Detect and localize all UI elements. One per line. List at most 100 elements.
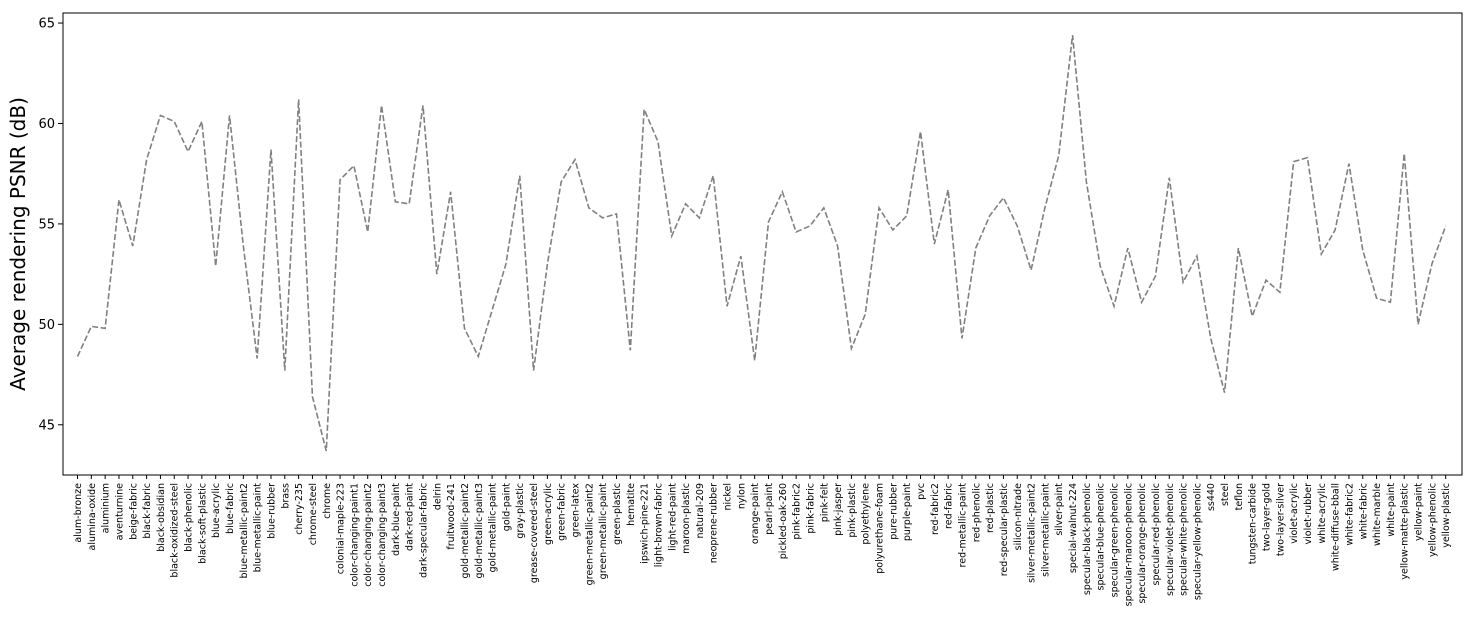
x-tick-label: special-walnut-224: [1068, 483, 1079, 573]
x-tick-label: silicon-nitrade: [1013, 483, 1024, 550]
x-tick-label: hematite: [626, 483, 637, 526]
x-tick-label: alumina-oxide: [87, 483, 98, 551]
x-tick-label: specular-violet-phenolic: [1165, 483, 1176, 596]
y-tick-label: 60: [38, 117, 55, 132]
y-tick-label: 50: [38, 318, 55, 333]
x-tick-label: blue-metallic-paint2: [239, 483, 250, 578]
x-tick-label: specular-blue-phenolic: [1096, 483, 1107, 590]
y-tick-label: 45: [38, 418, 55, 433]
x-axis: alum-bronze alumina-oxide aluminium aventur…: [73, 475, 1452, 606]
x-tick-label: color-changing-paint2: [363, 483, 374, 587]
x-tick-label: delrin: [432, 483, 443, 510]
x-tick-label: white-diffuse-bball: [1331, 483, 1342, 571]
x-tick-label: white-fabric: [1358, 483, 1369, 539]
x-tick-label: specular-maroon-phenolic: [1123, 483, 1134, 606]
x-tick-label: silver-paint: [1054, 483, 1065, 536]
x-tick-label: black-soft-plastic: [197, 483, 208, 564]
x-tick-label: nickel: [723, 483, 734, 511]
x-tick-label: teflon: [1234, 483, 1245, 510]
x-tick-label: green-latex: [571, 483, 582, 538]
x-tick-label: gold-metallic-paint: [488, 483, 499, 573]
x-tick-label: green-plastic: [612, 483, 623, 545]
x-tick-label: specular-black-phenolic: [1082, 483, 1093, 595]
x-tick-label: dark-blue-paint: [391, 483, 402, 556]
x-tick-label: ipswich-pine-221: [640, 483, 651, 564]
x-tick-label: red-plastic: [985, 483, 996, 533]
x-tick-label: blue-fabric: [225, 483, 236, 534]
x-tick-label: black-fabric: [142, 483, 153, 539]
x-tick-label: specular-yellow-phenolic: [1192, 483, 1203, 600]
x-tick-label: ss440: [1206, 483, 1217, 511]
x-tick-label: specular-red-phenolic: [1151, 483, 1162, 586]
x-tick-label: brass: [280, 483, 291, 509]
x-tick-label: pvc: [916, 483, 927, 500]
x-tick-label: red-fabric: [944, 483, 955, 529]
x-tick-label: specular-green-phenolic: [1110, 483, 1121, 597]
x-tick-label: colonial-maple-223: [336, 483, 347, 574]
x-tick-label: orange-paint: [750, 483, 761, 544]
x-tick-label: yellow-paint: [1414, 483, 1425, 541]
series-line-group: [76, 35, 1447, 452]
plot-area: [62, 12, 1463, 476]
x-tick-label: black-phenolic: [184, 483, 195, 552]
x-tick-label: silver-metallic-paint2: [1027, 483, 1038, 583]
x-tick-label: blue-acrylic: [211, 483, 222, 538]
x-tick-label: gold-metallic-paint2: [460, 483, 471, 578]
x-tick-label: fruitwood-241: [446, 483, 457, 550]
x-tick-label: chrome-steel: [308, 483, 319, 545]
x-tick-label: green-fabric: [557, 483, 568, 541]
x-tick-label: green-metallic-paint: [598, 483, 609, 580]
x-tick-label: white-acrylic: [1317, 483, 1328, 544]
x-tick-label: red-phenolic: [971, 483, 982, 542]
x-tick-label: dark-red-paint: [405, 483, 416, 551]
x-tick-label: maroon-plastic: [681, 483, 692, 554]
x-tick-label: dark-specular-fabric: [419, 483, 430, 578]
x-tick-label: polyurethane-foam: [875, 483, 886, 574]
plot-frame: [62, 12, 1463, 476]
x-tick-label: nylon: [736, 483, 747, 509]
y-axis: 45 50 55 60 65: [38, 17, 63, 433]
x-tick-label: neoprene-rubber: [709, 483, 720, 563]
y-tick-label: 55: [38, 217, 55, 232]
x-tick-label: tungsten-carbide: [1248, 483, 1259, 564]
x-tick-label: white-marble: [1372, 483, 1383, 546]
x-tick-label: silver-metallic-paint: [1040, 483, 1051, 577]
x-tick-label: specular-white-phenolic: [1179, 483, 1190, 596]
x-tick-label: pink-jasper: [833, 483, 844, 536]
x-tick-label: pearl-paint: [764, 483, 775, 535]
x-tick-label: aluminium: [101, 483, 112, 533]
x-tick-label: pink-plastic: [847, 483, 858, 538]
x-tick-label: black-obsidian: [156, 483, 167, 552]
x-tick-label: yellow-plastic: [1441, 483, 1452, 548]
y-tick-label: 65: [38, 17, 55, 32]
x-tick-label: chrome: [322, 483, 333, 519]
x-tick-label: green-metallic-paint2: [584, 483, 595, 585]
x-tick-label: grease-covered-steel: [529, 483, 540, 583]
x-tick-label: purple-paint: [902, 483, 913, 541]
x-tick-label: yellow-matte-plastic: [1400, 483, 1411, 580]
x-tick-label: black-oxidized-steel: [170, 483, 181, 578]
x-tick-label: blue-rubber: [266, 483, 277, 539]
x-tick-label: beige-fabric: [128, 483, 139, 540]
x-tick-label: pure-rubber: [888, 483, 899, 540]
x-tick-label: pink-fabric: [805, 483, 816, 534]
x-tick-label: natural-209: [695, 483, 706, 539]
y-axis-label: Average rendering PSNR (dB): [6, 97, 30, 391]
x-tick-label: steel: [1220, 483, 1231, 506]
x-tick-label: green-acrylic: [543, 483, 554, 545]
x-tick-label: red-fabric2: [930, 483, 941, 535]
x-tick-label: gold-paint: [501, 483, 512, 531]
x-tick-label: two-layer-silver: [1275, 483, 1286, 556]
x-tick-label: white-paint: [1386, 483, 1397, 537]
x-tick-label: yellow-phenolic: [1427, 483, 1438, 557]
x-tick-label: two-layer-gold: [1262, 483, 1273, 551]
x-tick-label: polyethylene: [861, 483, 872, 545]
x-tick-label: alum-bronze: [73, 483, 84, 543]
x-tick-label: specular-orange-phenolic: [1137, 483, 1148, 604]
psnr-series-line: [76, 35, 1447, 452]
x-tick-label: pink-fabric2: [792, 483, 803, 540]
x-tick-label: pink-felt: [819, 483, 830, 522]
x-tick-label: red-specular-plastic: [999, 483, 1010, 576]
x-tick-label: color-changing-paint1: [349, 483, 360, 587]
